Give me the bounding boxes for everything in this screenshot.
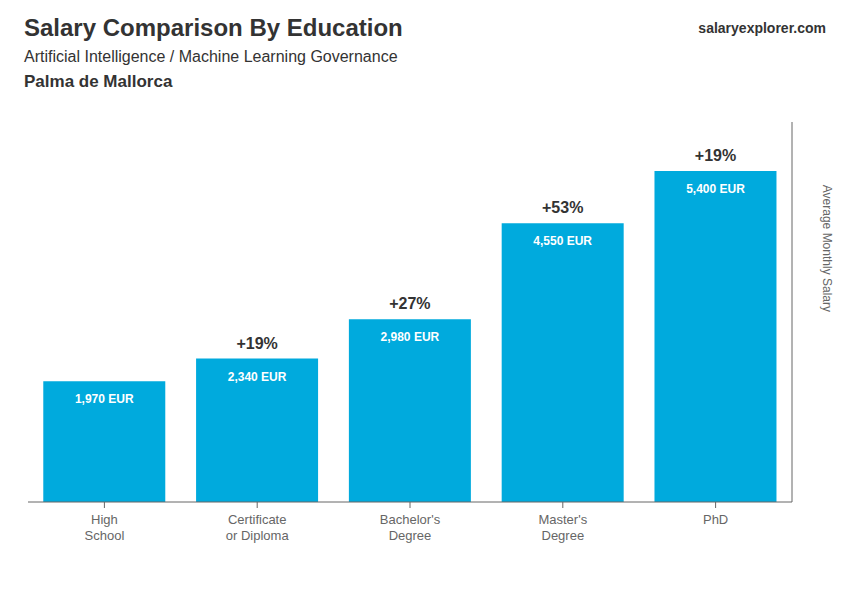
svg-text:Master'sDegree: Master'sDegree [538, 512, 587, 543]
svg-text:+19%: +19% [695, 147, 736, 164]
html-text:Palma de Mallorca: Palma de Mallorca [24, 72, 173, 91]
html-text:Salary Comparison By Education: Salary Comparison By Education [24, 14, 403, 41]
svg-text:Certificateor Diploma: Certificateor Diploma [226, 512, 290, 543]
svg-text:PhD: PhD [703, 512, 728, 527]
svg-text:2,340 EUR: 2,340 EUR [228, 370, 287, 384]
svg-text:+53%: +53% [542, 199, 583, 216]
svg-text:+27%: +27% [389, 295, 430, 312]
svg-text:Bachelor'sDegree: Bachelor'sDegree [380, 512, 441, 543]
svg-text:+19%: +19% [236, 335, 277, 352]
svg-text:Average Monthly Salary: Average Monthly Salary [820, 185, 834, 312]
svg-text:1,970 EUR: 1,970 EUR [75, 392, 134, 406]
svg-text:HighSchool: HighSchool [85, 512, 125, 543]
html-text:Artificial Intelligence / Mach: Artificial Intelligence / Machine Learni… [24, 48, 398, 65]
html-text:salary explorer.com: salary explorer.com [698, 20, 826, 36]
svg-text:2,980 EUR: 2,980 EUR [381, 330, 440, 344]
svg-text:5,400 EUR: 5,400 EUR [686, 182, 745, 196]
svg-text:4,550 EUR: 4,550 EUR [533, 234, 592, 248]
